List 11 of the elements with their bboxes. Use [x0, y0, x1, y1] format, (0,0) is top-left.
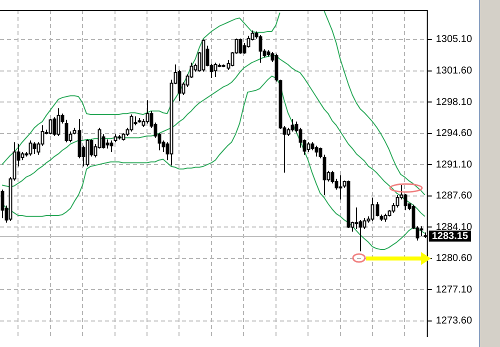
- y-tick-label: 1277.10: [436, 284, 472, 296]
- y-tick-label: 1291.10: [436, 159, 472, 170]
- y-tick-label: 1280.60: [436, 253, 472, 264]
- y-tick-label: 1294.60: [436, 128, 472, 140]
- y-tick-label: 1301.60: [436, 66, 472, 77]
- y-tick-label: 1284.10: [436, 222, 472, 233]
- y-tick-label: 1287.60: [436, 190, 472, 202]
- ref-line-label: 1283.15: [432, 230, 468, 242]
- y-tick-label: 1273.60: [436, 316, 472, 327]
- y-tick-label: 1298.10: [436, 96, 472, 108]
- y-tick-label: 1305.10: [436, 34, 472, 46]
